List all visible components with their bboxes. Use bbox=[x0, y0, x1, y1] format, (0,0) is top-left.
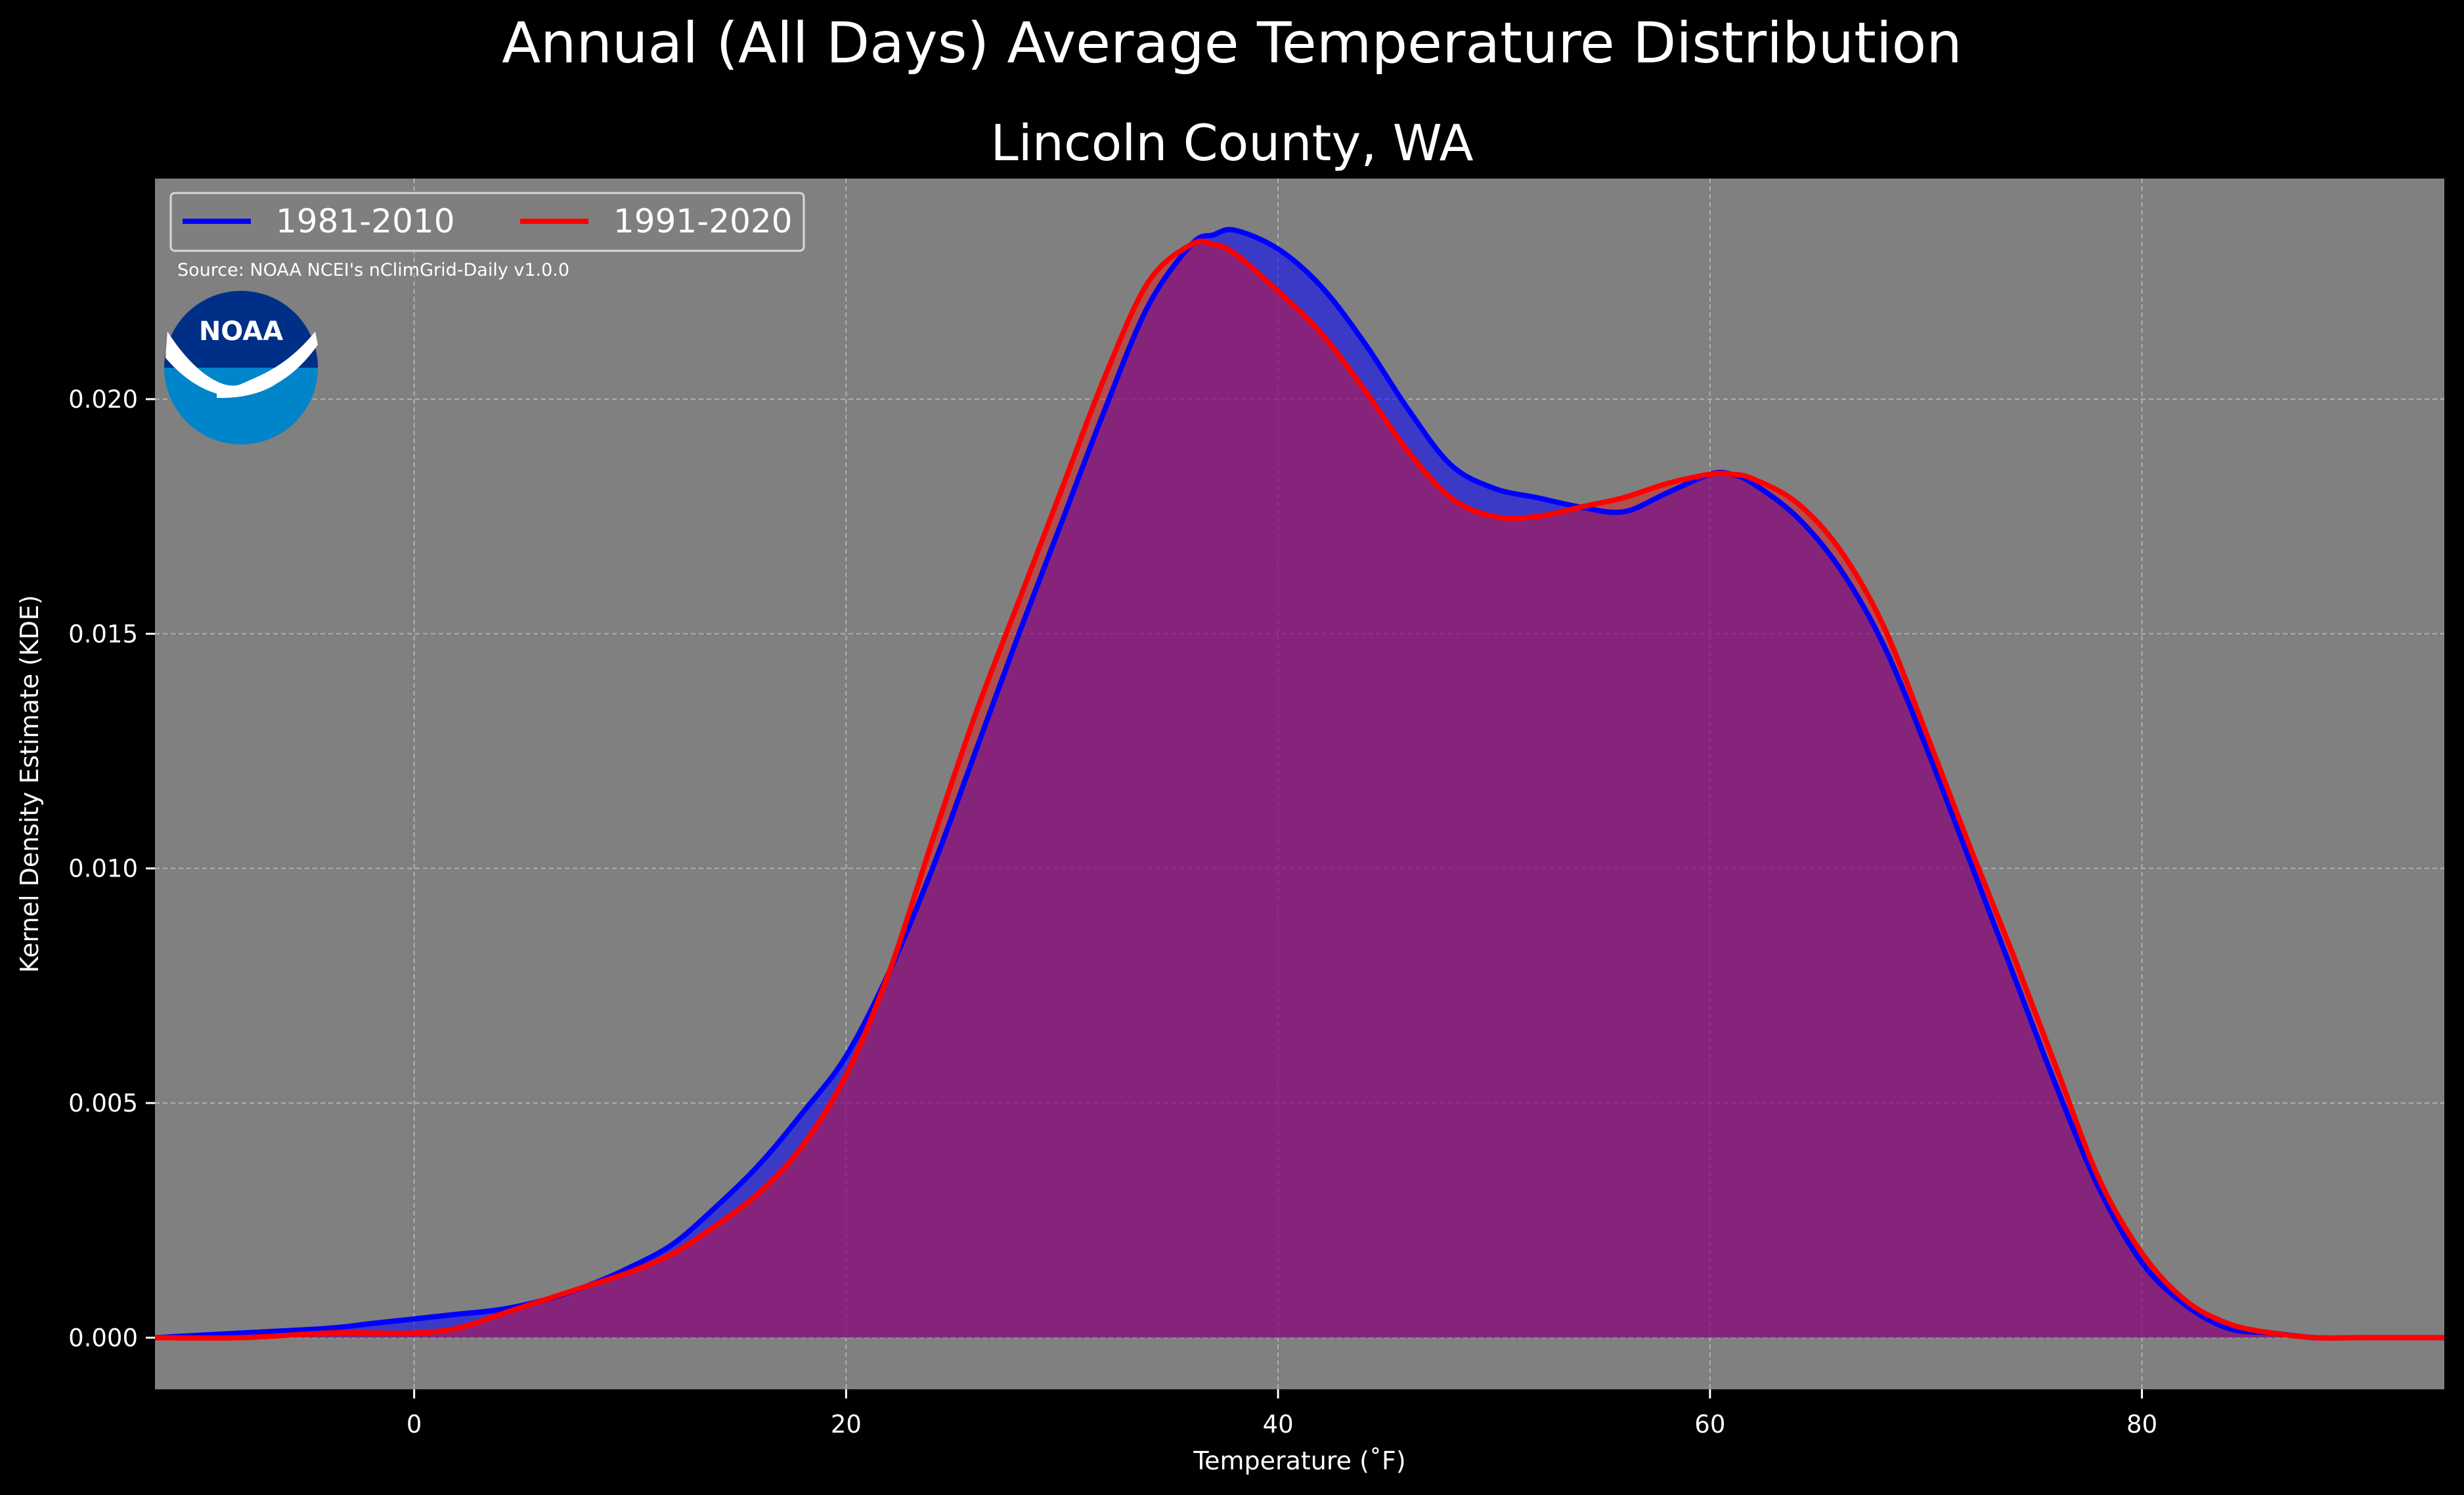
x-axis-label: Temperature (˚F) bbox=[1193, 1446, 1405, 1475]
y-tick-label: 0.010 bbox=[68, 855, 138, 883]
legend-label-1981-2010: 1981-2010 bbox=[276, 202, 455, 240]
noaa-logo: NOAA bbox=[164, 291, 318, 444]
series-1981-2010-line bbox=[155, 227, 2444, 1341]
legend-label-1991-2020: 1991-2020 bbox=[613, 202, 793, 240]
x-tick-label: 0 bbox=[407, 1410, 422, 1439]
y-tick-label: 0.020 bbox=[68, 385, 138, 414]
x-axis-ticks: 0 20 40 60 80 bbox=[407, 1389, 2157, 1439]
y-tick-label: 0.000 bbox=[68, 1324, 138, 1352]
x-tick-label: 40 bbox=[1263, 1410, 1294, 1439]
y-tick-label: 0.005 bbox=[68, 1089, 138, 1117]
x-tick-label: 20 bbox=[831, 1410, 862, 1439]
y-tick-label: 0.015 bbox=[68, 620, 138, 648]
legend-box bbox=[169, 192, 805, 252]
y-axis-label: Kernel Density Estimate (KDE) bbox=[15, 595, 44, 973]
x-tick-label: 60 bbox=[1694, 1410, 1725, 1439]
source-note: Source: NOAA NCEI's nClimGrid-Daily v1.0… bbox=[177, 260, 569, 280]
x-tick-label: 80 bbox=[2126, 1410, 2157, 1439]
series-1981-2010-fill bbox=[155, 229, 2444, 1338]
legend: 1981-2010 1991-2020 bbox=[169, 192, 805, 252]
chart-title: Lincoln County, WA bbox=[990, 114, 1474, 172]
noaa-logo-text: NOAA bbox=[199, 316, 283, 347]
y-axis-ticks: 0.000 0.005 0.010 0.015 0.020 bbox=[68, 385, 155, 1352]
figure-suptitle: Annual (All Days) Average Temperature Di… bbox=[502, 11, 1962, 76]
series-layer bbox=[155, 227, 2444, 1341]
series-1991-2020-fill bbox=[155, 241, 2444, 1338]
series-1991-2020-line bbox=[155, 238, 2444, 1341]
